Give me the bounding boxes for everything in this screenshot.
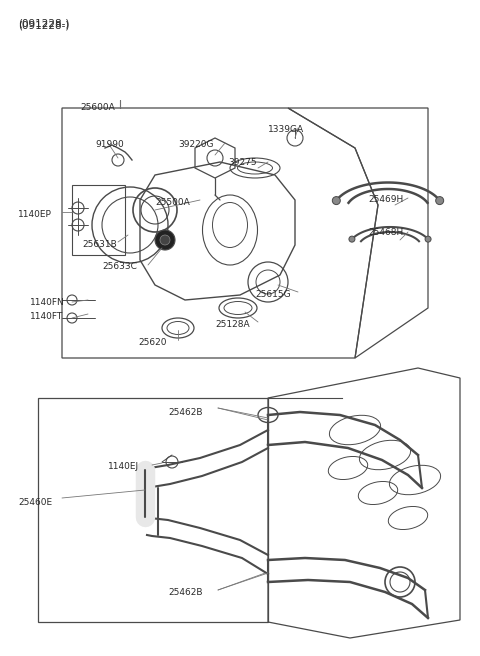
Text: 25615G: 25615G [255, 290, 290, 299]
Text: 39220G: 39220G [178, 140, 214, 149]
Text: 25460E: 25460E [18, 498, 52, 507]
Circle shape [155, 230, 175, 250]
Text: 91990: 91990 [95, 140, 124, 149]
Text: 39275: 39275 [228, 158, 257, 167]
Text: 25620: 25620 [138, 338, 167, 347]
Text: 1140FT: 1140FT [30, 312, 63, 321]
Text: 25468H: 25468H [368, 228, 403, 237]
Text: 25462B: 25462B [168, 408, 203, 417]
Text: 25500A: 25500A [155, 198, 190, 207]
Circle shape [332, 197, 340, 205]
Text: (091228-): (091228-) [18, 20, 70, 30]
Text: 1140EP: 1140EP [18, 210, 52, 219]
Circle shape [436, 197, 444, 205]
Text: 1140FN: 1140FN [30, 298, 65, 307]
Text: 1140EJ: 1140EJ [108, 462, 139, 471]
Text: (091228-): (091228-) [18, 18, 70, 28]
Text: 25462B: 25462B [168, 588, 203, 597]
Circle shape [160, 235, 170, 245]
Text: 25469H: 25469H [368, 195, 403, 204]
Circle shape [425, 236, 431, 242]
Text: 25600A: 25600A [80, 103, 115, 112]
Text: 25128A: 25128A [215, 320, 250, 329]
Text: 1339GA: 1339GA [268, 125, 304, 134]
Text: 25633C: 25633C [102, 262, 137, 271]
Circle shape [349, 236, 355, 242]
Text: 25631B: 25631B [82, 240, 117, 249]
